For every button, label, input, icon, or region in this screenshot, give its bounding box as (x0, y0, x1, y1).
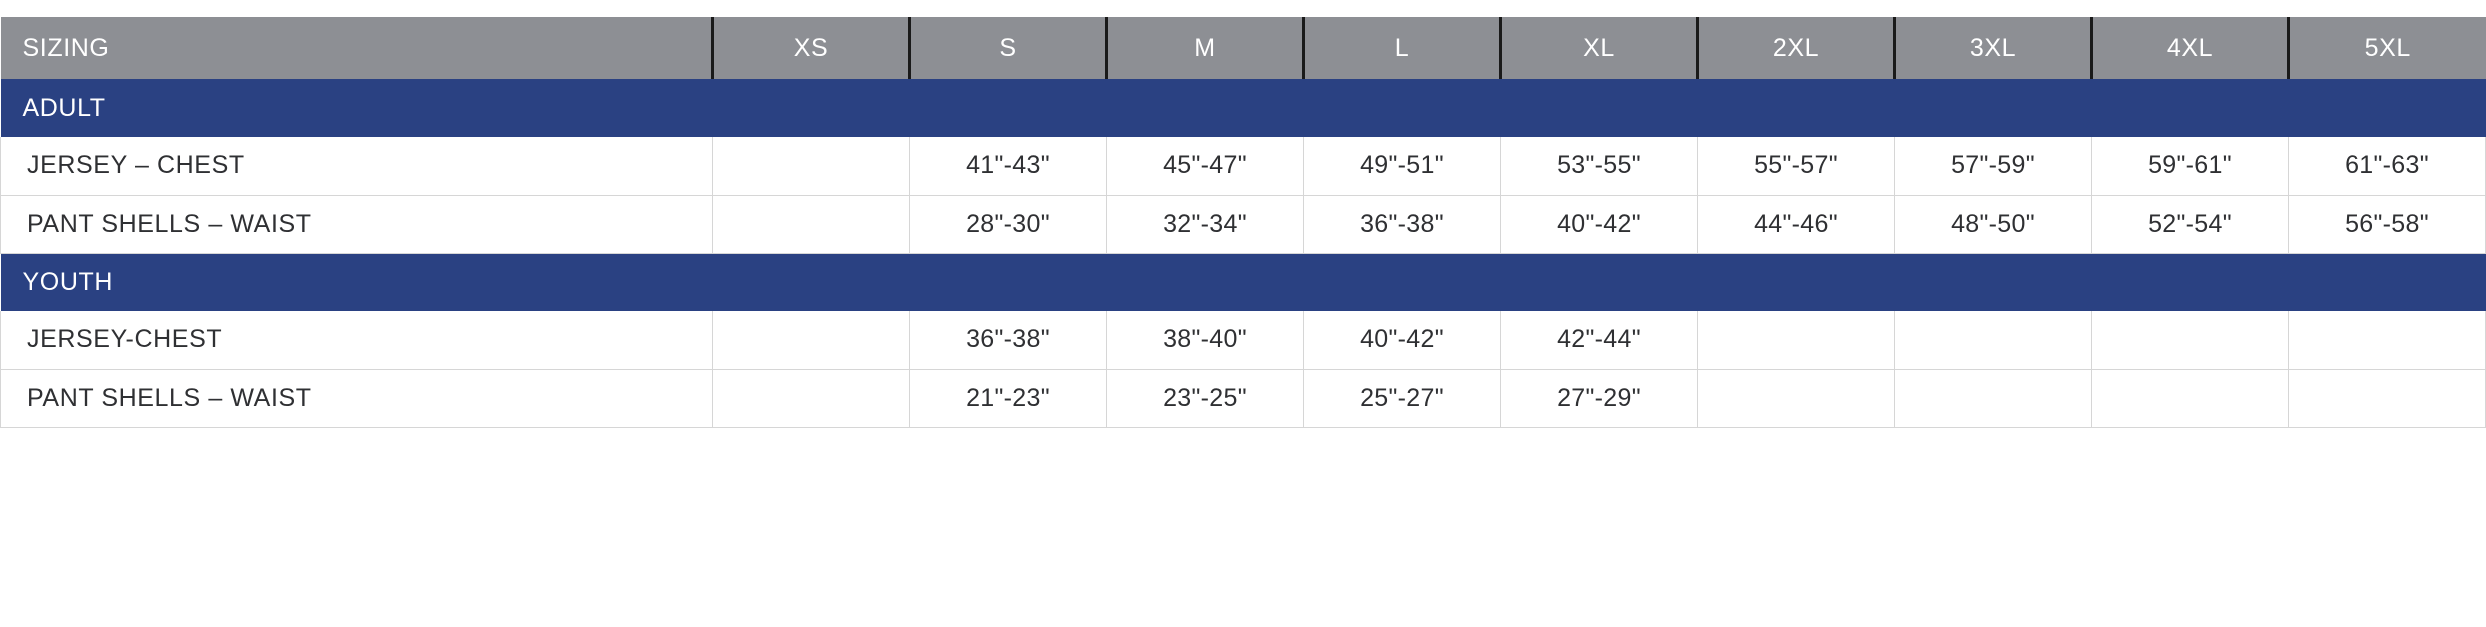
table-header: SIZING XS S M L XL 2XL 3XL 4XL 5XL (0, 17, 2486, 79)
section-filler-cell (1894, 253, 2092, 311)
table-body: ADULT JERSEY – CHEST 41"-43" 45"-47" 49"… (0, 79, 2486, 428)
cell-adult-jersey-chest-2xl: 55"-57" (1697, 137, 1895, 196)
section-header-row-youth: YOUTH (0, 253, 2486, 311)
cell-youth-jersey-chest-m: 38"-40" (1106, 311, 1304, 370)
section-filler-cell (909, 253, 1107, 311)
cell-adult-pant-waist-s: 28"-30" (909, 195, 1107, 254)
column-header-xs: XS (712, 17, 911, 79)
table-row: PANT SHELLS – WAIST 28"-30" 32"-34" 36"-… (0, 195, 2486, 254)
cell-youth-jersey-chest-4xl (2091, 311, 2289, 370)
section-filler-cell (1303, 253, 1501, 311)
cell-youth-pant-waist-5xl (2288, 369, 2486, 428)
cell-adult-pant-waist-2xl: 44"-46" (1697, 195, 1895, 254)
section-title-youth: YOUTH (0, 253, 713, 311)
cell-youth-pant-waist-3xl (1894, 369, 2092, 428)
cell-adult-pant-waist-5xl: 56"-58" (2288, 195, 2486, 254)
cell-adult-pant-waist-xs (712, 195, 910, 254)
cell-adult-pant-waist-4xl: 52"-54" (2091, 195, 2289, 254)
cell-adult-pant-waist-m: 32"-34" (1106, 195, 1304, 254)
cell-youth-pant-waist-xs (712, 369, 910, 428)
row-label-youth-jersey-chest: JERSEY-CHEST (0, 311, 713, 370)
cell-youth-jersey-chest-3xl (1894, 311, 2092, 370)
section-filler-cell (712, 79, 910, 137)
cell-youth-pant-waist-2xl (1697, 369, 1895, 428)
sizing-table: SIZING XS S M L XL 2XL 3XL 4XL 5XL ADULT (0, 17, 2486, 428)
cell-adult-jersey-chest-4xl: 59"-61" (2091, 137, 2289, 196)
row-label-youth-pant-shells-waist: PANT SHELLS – WAIST (0, 369, 713, 428)
column-header-m: M (1106, 17, 1305, 79)
row-label-adult-pant-shells-waist: PANT SHELLS – WAIST (0, 195, 713, 254)
column-header-2xl: 2XL (1697, 17, 1896, 79)
column-header-xl: XL (1500, 17, 1699, 79)
column-header-4xl: 4XL (2091, 17, 2290, 79)
cell-adult-jersey-chest-5xl: 61"-63" (2288, 137, 2486, 196)
cell-youth-pant-waist-xl: 27"-29" (1500, 369, 1698, 428)
column-header-s: S (909, 17, 1108, 79)
section-filler-cell (2288, 253, 2486, 311)
table-row: JERSEY – CHEST 41"-43" 45"-47" 49"-51" 5… (0, 137, 2486, 196)
section-filler-cell (2091, 253, 2289, 311)
cell-adult-pant-waist-3xl: 48"-50" (1894, 195, 2092, 254)
section-filler-cell (2091, 79, 2289, 137)
section-filler-cell (1697, 79, 1895, 137)
cell-youth-jersey-chest-xl: 42"-44" (1500, 311, 1698, 370)
cell-youth-jersey-chest-5xl (2288, 311, 2486, 370)
cell-youth-jersey-chest-xs (712, 311, 910, 370)
section-filler-cell (1697, 253, 1895, 311)
section-filler-cell (712, 253, 910, 311)
cell-adult-pant-waist-l: 36"-38" (1303, 195, 1501, 254)
cell-youth-jersey-chest-l: 40"-42" (1303, 311, 1501, 370)
cell-youth-pant-waist-m: 23"-25" (1106, 369, 1304, 428)
cell-adult-jersey-chest-l: 49"-51" (1303, 137, 1501, 196)
cell-youth-jersey-chest-2xl (1697, 311, 1895, 370)
section-filler-cell (909, 79, 1107, 137)
column-header-sizing: SIZING (0, 17, 714, 79)
section-title-adult: ADULT (0, 79, 713, 137)
cell-youth-jersey-chest-s: 36"-38" (909, 311, 1107, 370)
column-header-3xl: 3XL (1894, 17, 2093, 79)
column-header-l: L (1303, 17, 1502, 79)
section-header-row-adult: ADULT (0, 79, 2486, 137)
section-filler-cell (1303, 79, 1501, 137)
row-label-adult-jersey-chest: JERSEY – CHEST (0, 137, 713, 196)
section-filler-cell (1500, 79, 1698, 137)
cell-adult-jersey-chest-3xl: 57"-59" (1894, 137, 2092, 196)
header-row: SIZING XS S M L XL 2XL 3XL 4XL 5XL (0, 17, 2486, 79)
section-filler-cell (2288, 79, 2486, 137)
cell-adult-jersey-chest-xs (712, 137, 910, 196)
section-filler-cell (1500, 253, 1698, 311)
section-filler-cell (1894, 79, 2092, 137)
table-row: JERSEY-CHEST 36"-38" 38"-40" 40"-42" 42"… (0, 311, 2486, 370)
cell-adult-pant-waist-xl: 40"-42" (1500, 195, 1698, 254)
cell-adult-jersey-chest-xl: 53"-55" (1500, 137, 1698, 196)
cell-adult-jersey-chest-m: 45"-47" (1106, 137, 1304, 196)
cell-youth-pant-waist-l: 25"-27" (1303, 369, 1501, 428)
cell-youth-pant-waist-4xl (2091, 369, 2289, 428)
column-header-5xl: 5XL (2288, 17, 2486, 79)
section-filler-cell (1106, 253, 1304, 311)
section-filler-cell (1106, 79, 1304, 137)
table-row: PANT SHELLS – WAIST 21"-23" 23"-25" 25"-… (0, 369, 2486, 428)
cell-adult-jersey-chest-s: 41"-43" (909, 137, 1107, 196)
cell-youth-pant-waist-s: 21"-23" (909, 369, 1107, 428)
